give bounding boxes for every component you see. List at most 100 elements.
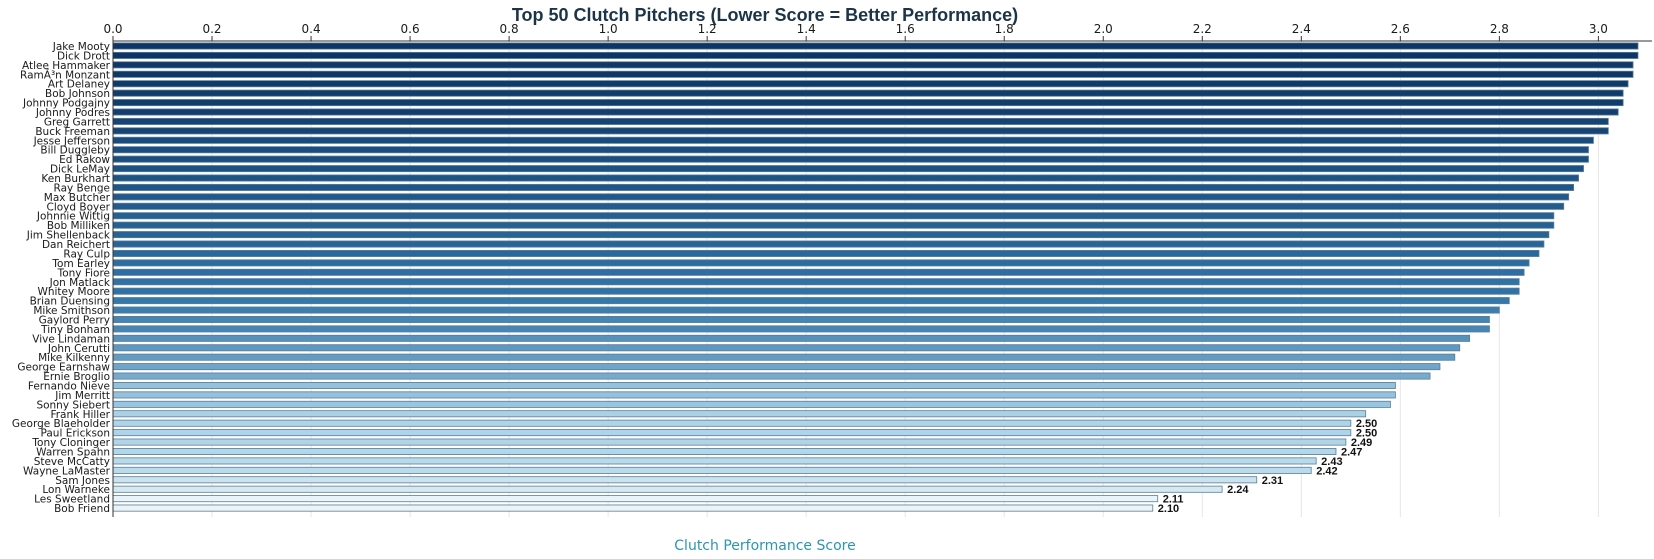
category-label: Jon Matlack	[49, 277, 111, 289]
bar	[112, 202, 1565, 210]
category-label: Max Butcher	[44, 192, 111, 204]
data-label: 2.43	[1321, 456, 1342, 468]
bar	[112, 363, 1441, 371]
data-label: 2.24	[1227, 484, 1249, 496]
category-label: George Blaeholder	[12, 418, 111, 430]
bar	[112, 400, 1391, 408]
x-tick-label: 0.0	[103, 22, 122, 36]
data-label: 2.11	[1163, 494, 1184, 506]
x-tick-label: 2.6	[1391, 22, 1410, 36]
bar	[112, 476, 1258, 484]
category-label: Bob Friend	[54, 503, 110, 515]
bar	[112, 334, 1471, 342]
category-label: Wayne LaMaster	[23, 465, 111, 477]
bar	[112, 231, 1550, 239]
category-label: Buck Freeman	[35, 126, 110, 138]
chart-title: Top 50 Clutch Pitchers (Lower Score = Be…	[512, 5, 1018, 25]
bar	[112, 61, 1634, 69]
category-label: Greg Garrett	[44, 116, 110, 128]
x-tick-label: 0.6	[401, 22, 420, 36]
bar	[112, 240, 1545, 248]
data-label: 2.31	[1262, 475, 1283, 487]
bar	[112, 391, 1396, 399]
bar	[112, 51, 1639, 59]
bar	[112, 372, 1431, 380]
bar	[112, 70, 1634, 78]
category-label: Gaylord Perry	[39, 314, 110, 326]
category-label: Les Sweetland	[34, 494, 110, 506]
category-label: Ernie Broglio	[43, 371, 110, 383]
category-label: Dick LeMay	[50, 164, 110, 176]
x-tick-label: 2.2	[1193, 22, 1212, 36]
x-tick-label: 2.0	[1094, 22, 1113, 36]
category-label: Johnny Podgajny	[22, 98, 110, 110]
category-label: Sam Jones	[55, 475, 110, 487]
category-label: Atlee Hammaker	[22, 60, 111, 72]
x-tick-label: 2.8	[1490, 22, 1509, 36]
category-label: Brian Duensing	[30, 296, 110, 308]
data-label: 2.42	[1316, 465, 1337, 477]
bar	[112, 381, 1396, 389]
category-label: Jake Mooty	[52, 41, 110, 53]
bar	[112, 117, 1609, 125]
category-label: Ray Culp	[63, 248, 110, 260]
category-label: Tony Cloninger	[31, 437, 110, 449]
category-label: Jim Merritt	[54, 390, 110, 402]
bar	[112, 155, 1589, 163]
bar	[112, 278, 1520, 286]
bar	[112, 99, 1624, 107]
value-labels: 2.502.502.492.472.432.422.312.242.112.10	[1158, 418, 1377, 515]
bar	[112, 419, 1352, 427]
category-label: Paul Erickson	[41, 428, 110, 440]
bar	[112, 89, 1624, 97]
x-tick-label: 1.6	[896, 22, 915, 36]
category-label: Lon Warneke	[42, 484, 110, 496]
category-label: Tony Fiore	[57, 267, 110, 279]
category-label: Johnny Podres	[35, 107, 110, 119]
data-label: 2.49	[1351, 437, 1372, 449]
x-tick-label: 1.4	[797, 22, 816, 36]
category-label: Johnnie Wittig	[36, 211, 110, 223]
category-label: Bob Johnson	[45, 88, 110, 100]
bar	[112, 504, 1154, 512]
bar	[112, 485, 1223, 493]
category-label: Cloyd Boyer	[46, 201, 110, 213]
bar	[112, 410, 1367, 418]
bar	[112, 212, 1555, 220]
category-label: Bill Duggleby	[40, 145, 110, 157]
data-label: 2.10	[1158, 503, 1179, 515]
x-tick-label: 1.2	[698, 22, 717, 36]
bar	[112, 344, 1461, 352]
x-tick-label: 0.4	[302, 22, 321, 36]
category-label: Sonny Siebert	[36, 399, 110, 411]
bar	[112, 447, 1337, 455]
x-tick-label: 3.0	[1589, 22, 1608, 36]
category-label: Vive Lindaman	[32, 333, 110, 345]
category-label: Ed Rakow	[59, 154, 110, 166]
bar	[112, 80, 1629, 88]
category-label: Ken Burkhart	[41, 173, 110, 185]
category-label: Art Delaney	[48, 79, 110, 91]
category-label: Bob Milliken	[47, 220, 110, 232]
data-label: 2.50	[1356, 428, 1377, 440]
category-label: Fernando Nieve	[28, 380, 110, 392]
category-label: Mike Smithson	[33, 305, 110, 317]
category-label: Jim Shellenback	[26, 230, 111, 242]
bars	[112, 42, 1639, 512]
bar	[112, 457, 1317, 465]
x-tick-label: 1.8	[995, 22, 1014, 36]
category-label: Ray Benge	[54, 182, 111, 194]
bar	[112, 221, 1555, 229]
bar	[112, 268, 1525, 276]
bar	[112, 42, 1639, 50]
data-label: 2.50	[1356, 418, 1377, 430]
bar	[112, 297, 1510, 305]
category-label: Dan Reichert	[42, 239, 110, 251]
category-label: Jesse Jefferson	[33, 135, 110, 147]
bar	[112, 174, 1579, 182]
category-label: Warren Spahn	[36, 446, 110, 458]
bar	[112, 315, 1490, 323]
x-tick-label: 1.0	[599, 22, 618, 36]
